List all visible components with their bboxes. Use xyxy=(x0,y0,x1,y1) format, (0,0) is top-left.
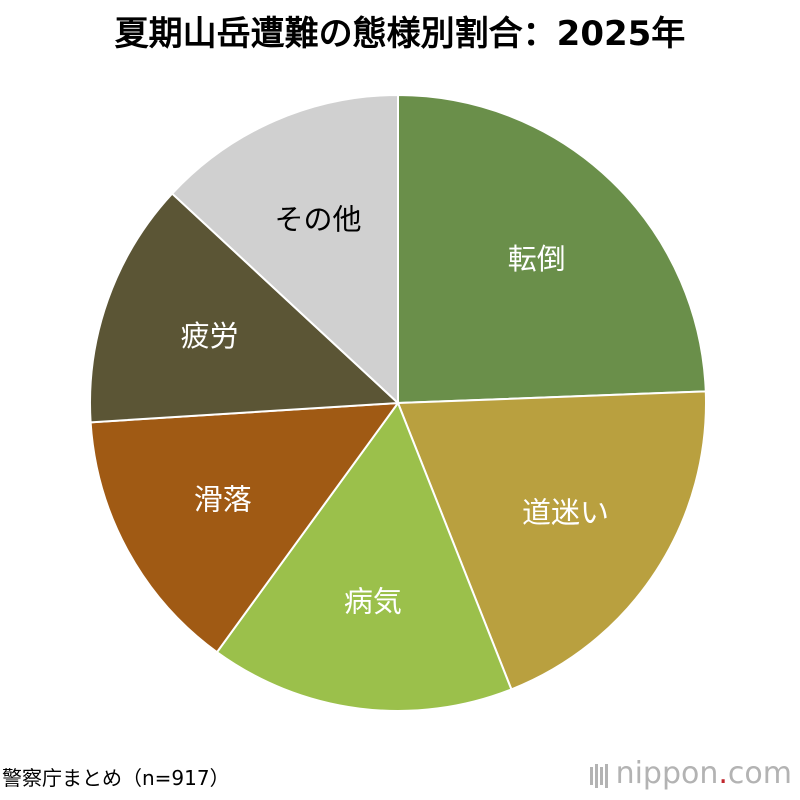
pie-slice-5 xyxy=(170,93,399,406)
pie-slice-label-5: その他 xyxy=(274,203,361,237)
brand-bars-icon xyxy=(589,757,610,792)
pie-slice-label-1: 道迷い xyxy=(522,495,609,529)
pie-slice-3 xyxy=(89,401,401,654)
pie-slice-label-2: 病気 xyxy=(344,584,402,618)
brand-dot: . xyxy=(718,756,728,791)
brand-logo: nippon.com xyxy=(589,756,792,792)
pie-slice-label-4: 疲労 xyxy=(181,319,239,353)
brand-tld: com xyxy=(727,756,792,791)
source-note: 警察庁まとめ（n=917） xyxy=(2,766,230,790)
pie-slice-label-3: 滑落 xyxy=(194,482,252,516)
pie-slice-1 xyxy=(396,390,707,691)
pie-slice-2 xyxy=(215,400,513,712)
chart-title: 夏期山岳遭難の態様別割合：2025年 xyxy=(114,14,686,54)
pie-slice-0 xyxy=(397,93,707,405)
pie-slices xyxy=(89,93,707,712)
pie-slice-4 xyxy=(89,192,401,424)
brand-name: nippon xyxy=(615,756,719,791)
pie-slice-label-0: 転倒 xyxy=(508,242,566,276)
